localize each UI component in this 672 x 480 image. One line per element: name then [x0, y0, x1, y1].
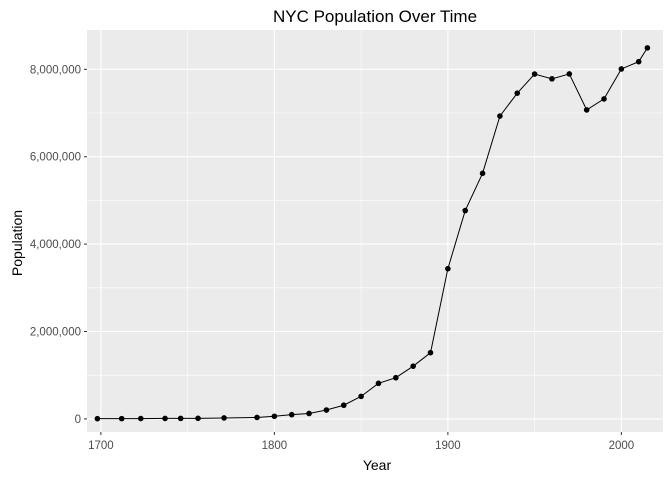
- data-point: [514, 90, 521, 96]
- data-point: [479, 170, 486, 177]
- data-point: [288, 411, 295, 418]
- chart-title: NYC Population Over Time: [273, 7, 477, 26]
- data-point: [375, 380, 382, 387]
- data-point: [635, 58, 642, 65]
- data-point: [445, 265, 451, 272]
- x-axis-title: Year: [363, 457, 392, 473]
- data-point: [358, 393, 364, 400]
- data-point: [393, 374, 399, 381]
- data-point: [644, 45, 651, 51]
- x-tick-label: 1800: [262, 440, 288, 452]
- data-layer: [94, 45, 651, 422]
- data-point: [601, 96, 607, 102]
- x-tick-label: 2000: [609, 440, 635, 452]
- grid-minor: [87, 30, 663, 432]
- data-point: [427, 349, 434, 356]
- data-point: [137, 415, 144, 422]
- data-point: [254, 414, 260, 421]
- x-tick-label: 1900: [435, 440, 461, 452]
- data-point: [118, 415, 125, 422]
- data-point: [162, 415, 168, 422]
- data-point: [340, 402, 347, 409]
- x-tick-label: 1700: [88, 440, 114, 452]
- y-tick-label: 8,000,000: [30, 64, 81, 76]
- data-point: [177, 415, 184, 422]
- data-point: [497, 113, 503, 119]
- data-point: [549, 76, 555, 82]
- data-point: [531, 71, 538, 77]
- data-point: [618, 66, 625, 72]
- data-point: [221, 415, 227, 421]
- data-point: [94, 415, 101, 422]
- data-point: [306, 410, 312, 417]
- axes: 1700 1800 1900 2000 0 2,000,000 4,000,000 6,000…: [30, 64, 634, 452]
- data-point: [271, 413, 278, 420]
- y-tick-label: 6,000,000: [30, 152, 81, 164]
- y-tick-label: 4,000,000: [30, 239, 81, 251]
- data-point: [583, 107, 590, 113]
- data-point: [566, 71, 573, 77]
- data-point: [195, 415, 201, 422]
- data-point: [462, 207, 469, 214]
- y-axis-title: Population: [9, 210, 25, 276]
- y-tick-label: 2,000,000: [30, 327, 81, 339]
- data-point: [410, 363, 416, 369]
- y-tick-label: 0: [75, 414, 81, 426]
- data-point: [323, 407, 330, 413]
- plot-panel: [87, 30, 663, 432]
